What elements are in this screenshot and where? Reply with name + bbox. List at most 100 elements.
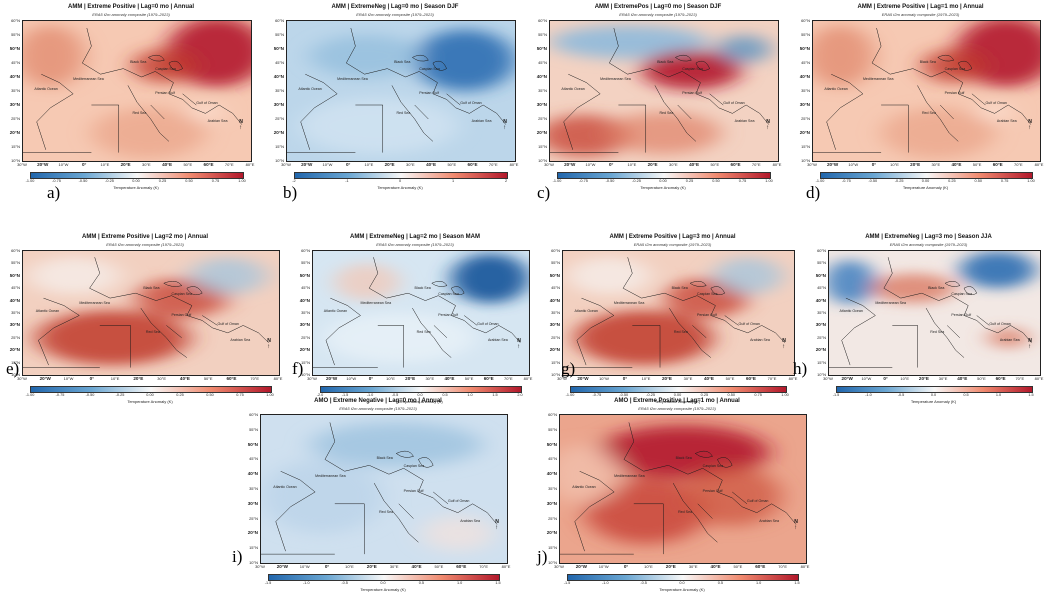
- colorbar: [30, 386, 272, 393]
- colorbar-tick-label: 1.5: [1028, 393, 1034, 397]
- lon-tick-label: 10°W: [861, 376, 872, 381]
- lon-tick-label: 30°E: [157, 376, 166, 381]
- lat-tick-label: 25°N: [275, 116, 284, 121]
- lon-tick-label: 30°W: [255, 564, 265, 569]
- north-arrow-icon: ↑: [239, 125, 242, 131]
- coastline: [261, 492, 448, 554]
- coastline: [396, 451, 413, 457]
- anomaly-map: Black Sea Caspian Sea Mediterranean Sea Atl…: [828, 250, 1041, 376]
- lat-tick-label: 50°N: [247, 441, 258, 447]
- coastline: [346, 28, 506, 125]
- colorbar-tick-label: -1.5: [832, 393, 840, 397]
- coastline: [287, 94, 460, 153]
- lon-tick-label: 10°E: [644, 564, 653, 569]
- colorbar-tick-label: -0.25: [894, 179, 904, 183]
- sea-label: Arabian Sea: [750, 337, 770, 342]
- anomaly-blob: [596, 425, 770, 479]
- coastline: [655, 85, 696, 141]
- coastline: [301, 74, 337, 150]
- coastline: [564, 74, 600, 150]
- lon-tick-label: 50°E: [183, 162, 193, 167]
- lat-tick-label: 10°N: [275, 158, 284, 163]
- colorbar-label: Temperature Anomaly (K): [659, 587, 705, 592]
- panel-letter: e): [6, 359, 20, 378]
- colorbar-tick-label: -0.25: [646, 393, 655, 397]
- lat-tick-label: 20°N: [273, 130, 284, 135]
- colorbar-tick-label: -1.0: [865, 393, 872, 397]
- coastline: [374, 483, 418, 542]
- anomaly-blob: [584, 478, 708, 544]
- sea-label: Mediterranean Sea: [337, 77, 368, 81]
- colorbar-tick-label: -1.0: [366, 393, 374, 397]
- sea-label: Black Sea: [130, 60, 147, 65]
- sea-label: Black Sea: [414, 285, 431, 290]
- lat-tick-label: 10°N: [301, 372, 310, 377]
- sea-label: Red Sea: [396, 110, 411, 115]
- anomaly-blob: [451, 253, 529, 304]
- colorbar-tick-label: 1.0: [467, 393, 473, 397]
- sea-label: Mediterranean Sea: [73, 77, 104, 81]
- coastline: [675, 55, 691, 61]
- colorbar-tick-label: -1.00: [552, 179, 562, 183]
- anomaly-blob: [28, 257, 121, 295]
- lat-tick-label: 35°N: [548, 486, 557, 491]
- anomaly-blob: [310, 422, 483, 467]
- panel-subtitle: ERA5 t2m anomaly composite (1979–2023): [633, 242, 712, 247]
- coastline: [451, 287, 464, 295]
- north-arrow: N: [1028, 337, 1032, 344]
- sea-label: Arabian Sea: [759, 518, 780, 523]
- coastline: [695, 451, 712, 457]
- lon-tick-label: 10°W: [299, 564, 310, 569]
- north-arrow-icon: ↑: [766, 125, 769, 131]
- lon-tick-label: 20°W: [564, 162, 576, 167]
- lon-tick-label: 10°E: [110, 376, 120, 381]
- map-field: [23, 21, 251, 161]
- north-arrow: N: [267, 337, 271, 344]
- lon-tick-label: 40°E: [951, 162, 962, 167]
- sea-label: Mediterranean Sea: [613, 300, 645, 305]
- colorbar-tick-label: 0.00: [673, 393, 682, 397]
- lat-tick-label: 35°N: [11, 88, 20, 93]
- lat-tick-label: 45°N: [11, 60, 20, 65]
- map-panel: AMM | ExtremeNeg | Lag=0 mo | Season DJF…: [264, 0, 526, 200]
- lon-tick-label: 50°E: [203, 376, 213, 381]
- colorbar: [30, 172, 244, 179]
- coastline: [276, 471, 315, 551]
- coastline: [711, 287, 725, 295]
- colorbar-tick-label: 0.0: [930, 393, 937, 397]
- lat-tick-label: 10°N: [817, 372, 826, 377]
- panel-title: AMO | Extreme Positive | Lag=1 mo | Annu…: [614, 398, 740, 404]
- lon-tick-label: 20°W: [325, 376, 338, 381]
- map-field: [560, 415, 806, 563]
- lat-tick-label: 55°N: [548, 426, 557, 432]
- panel-subtitle: ERA5 t2m anomaly composite (1979–2023): [339, 406, 417, 411]
- lon-tick-label: 50°E: [972, 162, 982, 167]
- lat-tick-label: 15°N: [249, 545, 258, 551]
- anomaly-map: Black Sea Caspian Sea Mediterranean Sea Atl…: [562, 250, 795, 376]
- sea-label: Mediterranean Sea: [600, 77, 631, 81]
- lat-tick-label: 15°N: [801, 144, 810, 149]
- lat-tick-label: 60°N: [11, 18, 20, 23]
- lon-tick-label: 80°E: [509, 162, 519, 167]
- lon-tick-label: 40°E: [444, 376, 455, 381]
- colorbar-tick-label: 0.5: [963, 393, 969, 397]
- anomaly-blob: [35, 310, 190, 366]
- colorbar-tick-label: -0.75: [592, 393, 602, 397]
- sea-label: Gulf of Oman: [738, 321, 760, 326]
- colorbar-tick-label: 0.50: [974, 179, 982, 183]
- lat-tick-label: 30°N: [815, 322, 826, 328]
- colorbar-tick-label: 0.0: [380, 581, 386, 585]
- map-field: [261, 415, 507, 563]
- lat-tick-label: 45°N: [801, 60, 810, 65]
- lon-tick-label: 10°E: [386, 376, 395, 381]
- lon-tick-label: 30°W: [17, 376, 27, 381]
- coastline: [187, 287, 202, 295]
- lon-tick-label: 40°E: [411, 564, 422, 569]
- lon-tick-label: 20°E: [366, 564, 377, 569]
- lon-tick-label: 20°E: [665, 564, 676, 569]
- lon-tick-label: 70°E: [1015, 376, 1025, 381]
- lon-tick-label: 0°: [608, 162, 614, 167]
- coastline: [550, 94, 723, 153]
- coastline: [872, 28, 1031, 125]
- colorbar-tick-label: -0.50: [868, 179, 878, 183]
